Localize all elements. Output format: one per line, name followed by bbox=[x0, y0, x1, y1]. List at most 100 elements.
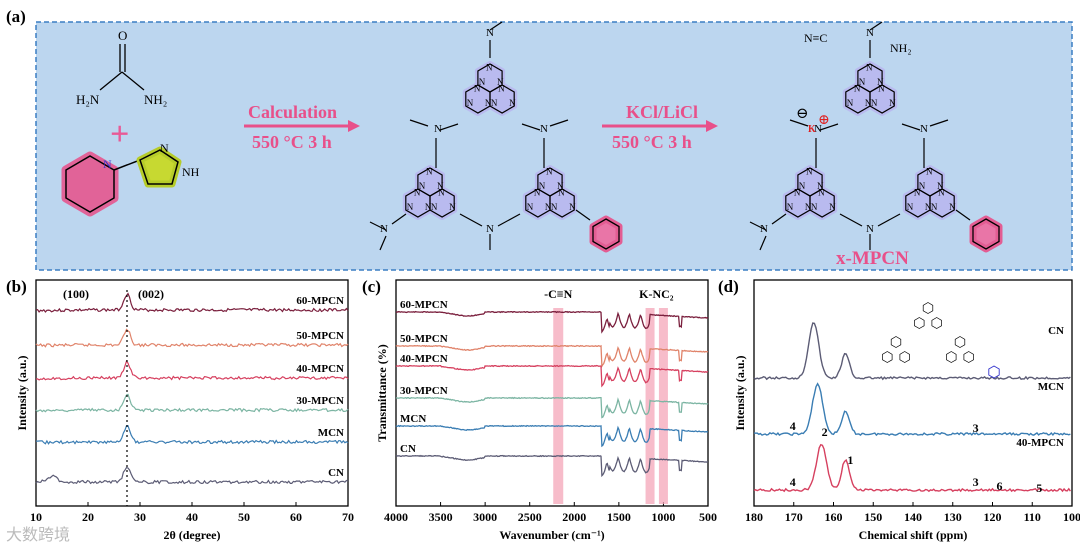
x-tick-label: 160 bbox=[825, 510, 843, 524]
ftir-series-label: CN bbox=[400, 443, 416, 455]
x-tick-label: 2500 bbox=[518, 510, 542, 524]
bond bbox=[749, 221, 767, 231]
inset-ring bbox=[946, 351, 957, 363]
ring-n: N bbox=[907, 202, 914, 212]
x-tick-label: 30 bbox=[134, 510, 146, 524]
ring-n: N bbox=[926, 166, 933, 176]
urea-n-right: NH₂ bbox=[144, 92, 167, 107]
ftir-series-label: 40-MPCN bbox=[400, 353, 448, 365]
xrd-series-label: 30-MPCN bbox=[296, 395, 344, 407]
nmr-inset-structure bbox=[882, 302, 1000, 379]
ring-n: N bbox=[919, 181, 926, 191]
panel-c-label: (c) bbox=[362, 277, 381, 296]
x-tick-label: 130 bbox=[944, 510, 962, 524]
panel-a-box bbox=[35, 21, 1073, 271]
ftir-band bbox=[553, 308, 564, 504]
xrd-series-label: 60-MPCN bbox=[296, 295, 344, 307]
ring-n: N bbox=[558, 187, 565, 197]
ring-n: N bbox=[794, 187, 801, 197]
inset-ring bbox=[882, 351, 893, 363]
xrd-series-60-MPCN bbox=[35, 292, 349, 313]
ftir-annotation-knc2: K-NC₂ bbox=[639, 287, 674, 301]
ring-n: N bbox=[449, 202, 456, 212]
nmr-peak-label: 3 bbox=[973, 421, 979, 435]
linker-n: N bbox=[814, 123, 822, 135]
ring-n: N bbox=[438, 187, 445, 197]
inset-ring bbox=[954, 336, 966, 348]
ring-n: N bbox=[878, 83, 885, 93]
bond bbox=[369, 221, 387, 231]
ring-n: N bbox=[854, 83, 861, 93]
xrd-chart: 10 20 30 40 50 60 70 2θ (degree) Intensity (a.u.… bbox=[15, 279, 354, 542]
nmr-peak-label: 4 bbox=[790, 475, 796, 489]
bond bbox=[789, 119, 809, 127]
linker-n: N bbox=[920, 123, 928, 135]
step2-bottom-label: 550 °C 3 h bbox=[612, 132, 692, 152]
ring-n: N bbox=[949, 202, 956, 212]
ring-n: N bbox=[467, 98, 474, 108]
watermark: 大数跨境 bbox=[6, 525, 70, 544]
ring-n: N bbox=[431, 202, 438, 212]
x-tick-label: 1000 bbox=[651, 510, 675, 524]
inset-ring bbox=[931, 317, 942, 329]
ring-n: N bbox=[474, 83, 481, 93]
ring-n: N bbox=[865, 98, 872, 108]
bond bbox=[901, 123, 921, 131]
heptazine-ring bbox=[489, 84, 515, 114]
y-axis-label: Intensity (a.u.) bbox=[15, 355, 29, 430]
cyano-group: N≡C bbox=[804, 31, 827, 45]
x-tick-label: 60 bbox=[290, 510, 302, 524]
pyridine-pyrazole-molecule: N N NH bbox=[61, 141, 200, 217]
ring-n: N bbox=[545, 202, 552, 212]
ring-n: N bbox=[569, 202, 576, 212]
x-tick-label: 10 bbox=[30, 510, 42, 524]
ftir-series-CN bbox=[395, 454, 709, 478]
step1-bottom-label: 550 °C 3 h bbox=[252, 132, 332, 152]
heptazine-ring bbox=[549, 188, 575, 218]
nmr-peak-label: 5 bbox=[1036, 481, 1042, 495]
urea-n-left: H₂N bbox=[76, 92, 100, 107]
xrd-series-MCN bbox=[36, 425, 349, 445]
nmr-series-CN bbox=[753, 322, 1071, 381]
ring-n: N bbox=[479, 77, 486, 87]
ftir-series-label: 30-MPCN bbox=[400, 385, 448, 397]
nmr-series-40-MPCN bbox=[753, 443, 1071, 493]
xrd-annotation-002: (002) bbox=[138, 287, 164, 301]
xrd-annotation-100: (100) bbox=[63, 287, 89, 301]
nmr-series-label: CN bbox=[1048, 325, 1064, 337]
heptazine-ring bbox=[429, 188, 455, 218]
plot-frame bbox=[753, 279, 1073, 507]
pyridine-ring bbox=[972, 218, 1000, 250]
ring-n: N bbox=[491, 98, 498, 108]
ring-n: N bbox=[931, 202, 938, 212]
bond bbox=[819, 123, 839, 131]
ftir-chart: 4000 3500 3000 2500 2000 1500 1000 500 Wavenumbe… bbox=[375, 279, 717, 542]
panel-a-label: (a) bbox=[6, 7, 26, 26]
plus-charge: ⊕ bbox=[818, 113, 830, 128]
bond bbox=[497, 213, 521, 227]
nmr-series-MCN bbox=[753, 382, 1071, 437]
ring-n: N bbox=[938, 187, 945, 197]
nmr-peak-label: 1 bbox=[847, 453, 853, 467]
xrd-series-CN bbox=[35, 466, 349, 485]
bond bbox=[877, 213, 901, 227]
xrd-series-30-MPCN bbox=[35, 393, 349, 413]
bond bbox=[955, 209, 971, 221]
x-axis-label: 2θ (degree) bbox=[163, 528, 220, 542]
panel-b-label: (b) bbox=[6, 277, 27, 296]
ring-n: N bbox=[889, 98, 896, 108]
ring-n: N bbox=[937, 181, 944, 191]
pyrazole-nh: NH bbox=[182, 165, 200, 179]
inset-ring bbox=[890, 336, 902, 348]
x-tick-label: 1500 bbox=[607, 510, 631, 524]
nmr-series-label: 40-MPCN bbox=[1016, 437, 1064, 449]
x-tick-label: 150 bbox=[864, 510, 882, 524]
pyridine-n: N bbox=[103, 157, 112, 171]
x-tick-label: 500 bbox=[699, 510, 717, 524]
ring-n: N bbox=[497, 77, 504, 87]
x-axis-label: Wavenumber (cm⁻¹) bbox=[499, 528, 604, 542]
nmr-chart: 180 170 160 150 140 130 120 110 100 Chemical shif… bbox=[733, 279, 1080, 542]
ftir-annotation-cn: -C≡N bbox=[544, 287, 573, 301]
